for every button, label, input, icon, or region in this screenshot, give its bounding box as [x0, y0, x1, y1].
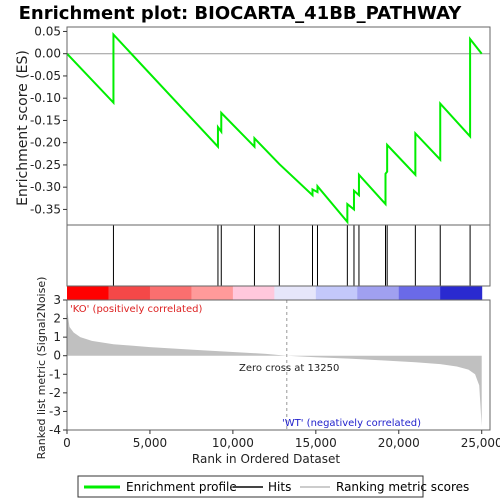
es-axis-title: Enrichment score (ES)	[15, 50, 31, 206]
x-tick-label: 10,000	[212, 436, 254, 450]
axis-labels: Enrichment score (ES) Ranked list metric…	[15, 50, 340, 466]
metric-tick-label: -2	[49, 386, 61, 400]
color-band-segment	[315, 286, 358, 300]
es-tick-label: -0.20	[30, 136, 61, 150]
metric-tick-label: 0	[53, 349, 61, 363]
color-band-segment	[67, 286, 109, 300]
metric-axis-title: Ranked list metric (Signal2Noise)	[35, 277, 48, 460]
es-tick-label: 0.05	[34, 24, 61, 38]
color-band-segment	[232, 286, 275, 300]
metric-tick-label: -1	[49, 367, 61, 381]
color-band-segment	[357, 286, 400, 300]
color-band-segment	[398, 286, 441, 300]
metric-tick-label: -3	[49, 404, 61, 418]
zero-cross-label: Zero cross at 13250	[239, 363, 339, 374]
color-band-segment	[149, 286, 192, 300]
x-tick-label: 20,000	[378, 436, 420, 450]
es-tick-label: -0.35	[30, 202, 61, 216]
x-axis-title: Rank in Ordered Dataset	[192, 452, 340, 466]
legend: Enrichment profile Hits Ranking metric s…	[77, 475, 469, 498]
metric-tick-label: -4	[49, 423, 61, 437]
es-tick-label: -0.30	[30, 180, 61, 194]
color-band-segment	[440, 286, 483, 300]
es-tick-label: -0.25	[30, 158, 61, 172]
x-tick-label: 15,000	[295, 436, 337, 450]
axis-ticks: 0.05 0.00 -0.05 -0.10 -0.15 -0.20 -0.25 -0.30 -0…	[30, 24, 500, 450]
hits-panel-frame	[66, 224, 491, 287]
es-tick-label: -0.05	[30, 69, 61, 83]
metric-tick-label: 2	[53, 312, 61, 326]
x-tick-label: 5,000	[133, 436, 167, 450]
plot-panels	[66, 26, 491, 431]
legend-hits-label: Hits	[268, 480, 291, 494]
ko-label: 'KO' (positively correlated)	[70, 304, 202, 315]
es-tick-label: 0.00	[34, 47, 61, 61]
es-tick-label: -0.10	[30, 91, 61, 105]
title-layer: Enrichment plot: BIOCARTA_41BB_PATHWAY	[19, 3, 463, 24]
legend-profile-label: Enrichment profile	[126, 480, 237, 494]
metric-panel-frame	[66, 299, 491, 431]
metric-tick-label: 3	[53, 293, 61, 307]
color-band-segment	[108, 286, 151, 300]
x-tick-label: 25,000	[461, 436, 500, 450]
color-band-segment	[274, 286, 317, 300]
es-panel-frame	[66, 26, 491, 226]
x-tick-label: 0	[63, 436, 71, 450]
es-tick-label: -0.15	[30, 113, 61, 127]
enrichment-profile-line	[66, 32, 483, 225]
chart-title: Enrichment plot: BIOCARTA_41BB_PATHWAY	[19, 3, 463, 24]
color-band-segment	[191, 286, 234, 300]
metric-tick-label: 1	[53, 330, 61, 344]
annotations: 'KO' (positively correlated) 'WT' (negat…	[70, 304, 421, 429]
wt-label: 'WT' (negatively correlated)	[282, 418, 421, 429]
legend-metric-label: Ranking metric scores	[336, 480, 469, 494]
